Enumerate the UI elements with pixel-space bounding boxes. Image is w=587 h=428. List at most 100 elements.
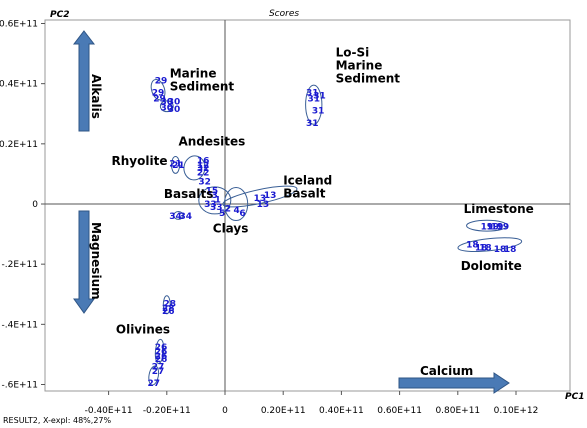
alkalis-arrow: Alkalis: [72, 30, 103, 132]
group-ellipse: [170, 155, 181, 174]
group-ellipse: [222, 185, 298, 208]
group-ellipse: [457, 237, 523, 252]
group-ellipse: [198, 186, 232, 215]
score-point-label: 6: [239, 209, 245, 219]
score-point-label: 34: [179, 212, 192, 222]
group-label: Basalts: [164, 187, 213, 201]
score-point-label: 33: [210, 203, 223, 213]
score-point-label: 28: [162, 304, 175, 314]
group-ellipse: [223, 186, 249, 222]
x-axis-name: PC1: [565, 392, 584, 402]
group-label: Clays: [213, 222, 249, 236]
calcium-arrow-label: Calcium: [420, 364, 473, 378]
group-ellipse: [466, 219, 508, 232]
y-tick-label: -.4E+11: [1, 320, 38, 330]
score-point-label: 4: [234, 206, 240, 216]
score-point-label: 13: [257, 200, 270, 210]
score-point-label: 26: [155, 352, 168, 362]
score-point-label: 22: [197, 168, 210, 178]
x-tick-label: 0.80E+11: [435, 406, 480, 416]
score-point-label: 31: [307, 95, 320, 105]
alkalis-arrow-label: Alkalis: [89, 74, 103, 119]
y-tick-label: -.2E+11: [1, 260, 38, 270]
score-point-label: 12: [197, 161, 210, 171]
score-point-label: 32: [197, 164, 210, 174]
score-point-label: 21: [169, 159, 182, 169]
score-point-label: 27: [152, 362, 165, 372]
y-tick-label: 0.4E+11: [0, 80, 38, 90]
magnesium-arrow-label: Magnesium: [89, 222, 103, 300]
score-point-label: 27: [147, 379, 160, 389]
score-point-label: 30: [168, 98, 181, 108]
score-point-label: 13: [254, 194, 267, 204]
group-label: Limestone: [464, 202, 534, 216]
footer-caption: RESULT2, X-expl: 48%,27%: [3, 416, 112, 425]
score-point-label: 32: [198, 177, 211, 187]
score-point-label: 26: [155, 355, 168, 365]
score-point-label: 19: [491, 223, 504, 233]
score-point-label: 31: [312, 107, 325, 117]
y-tick-label: 0.2E+11: [0, 140, 38, 150]
score-point-label: 27: [152, 367, 165, 377]
x-tick-label: -0.40E+11: [85, 406, 133, 416]
group-ellipse: [159, 100, 174, 113]
group-ellipse: [173, 211, 184, 220]
score-point-label: 18: [466, 241, 479, 251]
score-point-label: 26: [155, 343, 168, 353]
score-point-label: 18: [479, 244, 492, 254]
score-point-label: 33: [204, 200, 217, 210]
group-ellipse: [148, 365, 160, 386]
score-point-label: 28: [163, 299, 176, 309]
x-tick-label: 0: [222, 406, 228, 416]
score-point-label: 18: [504, 245, 517, 255]
score-point-label: 3: [212, 191, 218, 201]
score-point-label: 26: [155, 347, 168, 357]
y-tick-label: 0.6E+11: [0, 20, 38, 30]
group-label: Marine Sediment: [170, 67, 235, 94]
group-label: Andesites: [178, 134, 245, 148]
magnesium-arrow: Magnesium: [73, 210, 103, 314]
score-point-label: 1: [215, 195, 221, 205]
x-tick-label: 0.40E+11: [319, 406, 364, 416]
score-point-label: 30: [161, 98, 174, 108]
y-tick-label: -.6E+11: [1, 381, 38, 391]
score-point-label: 31: [306, 89, 319, 99]
calcium-arrow: Calcium: [398, 364, 510, 394]
score-point-label: 16: [197, 156, 210, 166]
y-axis-ticks: 0.6E+11 0.4E+11 0.2E+11 0 -.2E+11 -.4E+11 -.6E…: [0, 20, 45, 391]
x-tick-label: -0.20E+11: [143, 406, 191, 416]
group-label: Olivines: [116, 322, 170, 336]
y-tick-label: 0: [32, 200, 38, 210]
group-ellipse: [305, 84, 323, 125]
group-label: Rhyolite: [112, 154, 168, 168]
score-point-label: 5: [219, 209, 225, 219]
score-point-label: 15: [206, 186, 219, 196]
score-point-label: 21: [172, 161, 185, 171]
group-ellipse: [183, 155, 206, 181]
alkalis-arrow-shape: [72, 30, 96, 132]
group-labels: Marine Sediment Lo-Si Marine Sediment Andesit…: [112, 46, 534, 337]
magnesium-arrow-shape: [73, 210, 95, 314]
calcium-arrow-shape: [398, 372, 510, 394]
score-point-label: 19: [486, 223, 499, 233]
y-axis-name: PC2: [50, 10, 69, 20]
score-point-label: 18: [475, 244, 488, 254]
x-tick-label: 0.60E+11: [377, 406, 422, 416]
group-ellipse: [154, 338, 165, 364]
group-ellipse: [150, 78, 166, 101]
x-tick-label: 0.20E+11: [261, 406, 306, 416]
score-point-label: 34: [169, 212, 182, 222]
plot-frame: [44, 19, 571, 392]
score-point-label: 30: [168, 105, 181, 115]
group-ellipse: [162, 295, 171, 315]
score-point-label: 18: [494, 245, 507, 255]
score-point-label: 31: [306, 119, 319, 129]
score-point-label: 29: [153, 95, 166, 105]
score-point-label: 2: [225, 205, 231, 215]
group-label: Lo-Si Marine Sediment: [336, 46, 401, 86]
x-axis-ticks: -0.40E+11 -0.20E+11 0 0.20E+11 0.40E+11 0.60E…: [85, 391, 538, 416]
score-point-label: 13: [264, 191, 277, 201]
group-label: Dolomite: [461, 259, 522, 273]
score-point-label: 19: [497, 223, 510, 233]
